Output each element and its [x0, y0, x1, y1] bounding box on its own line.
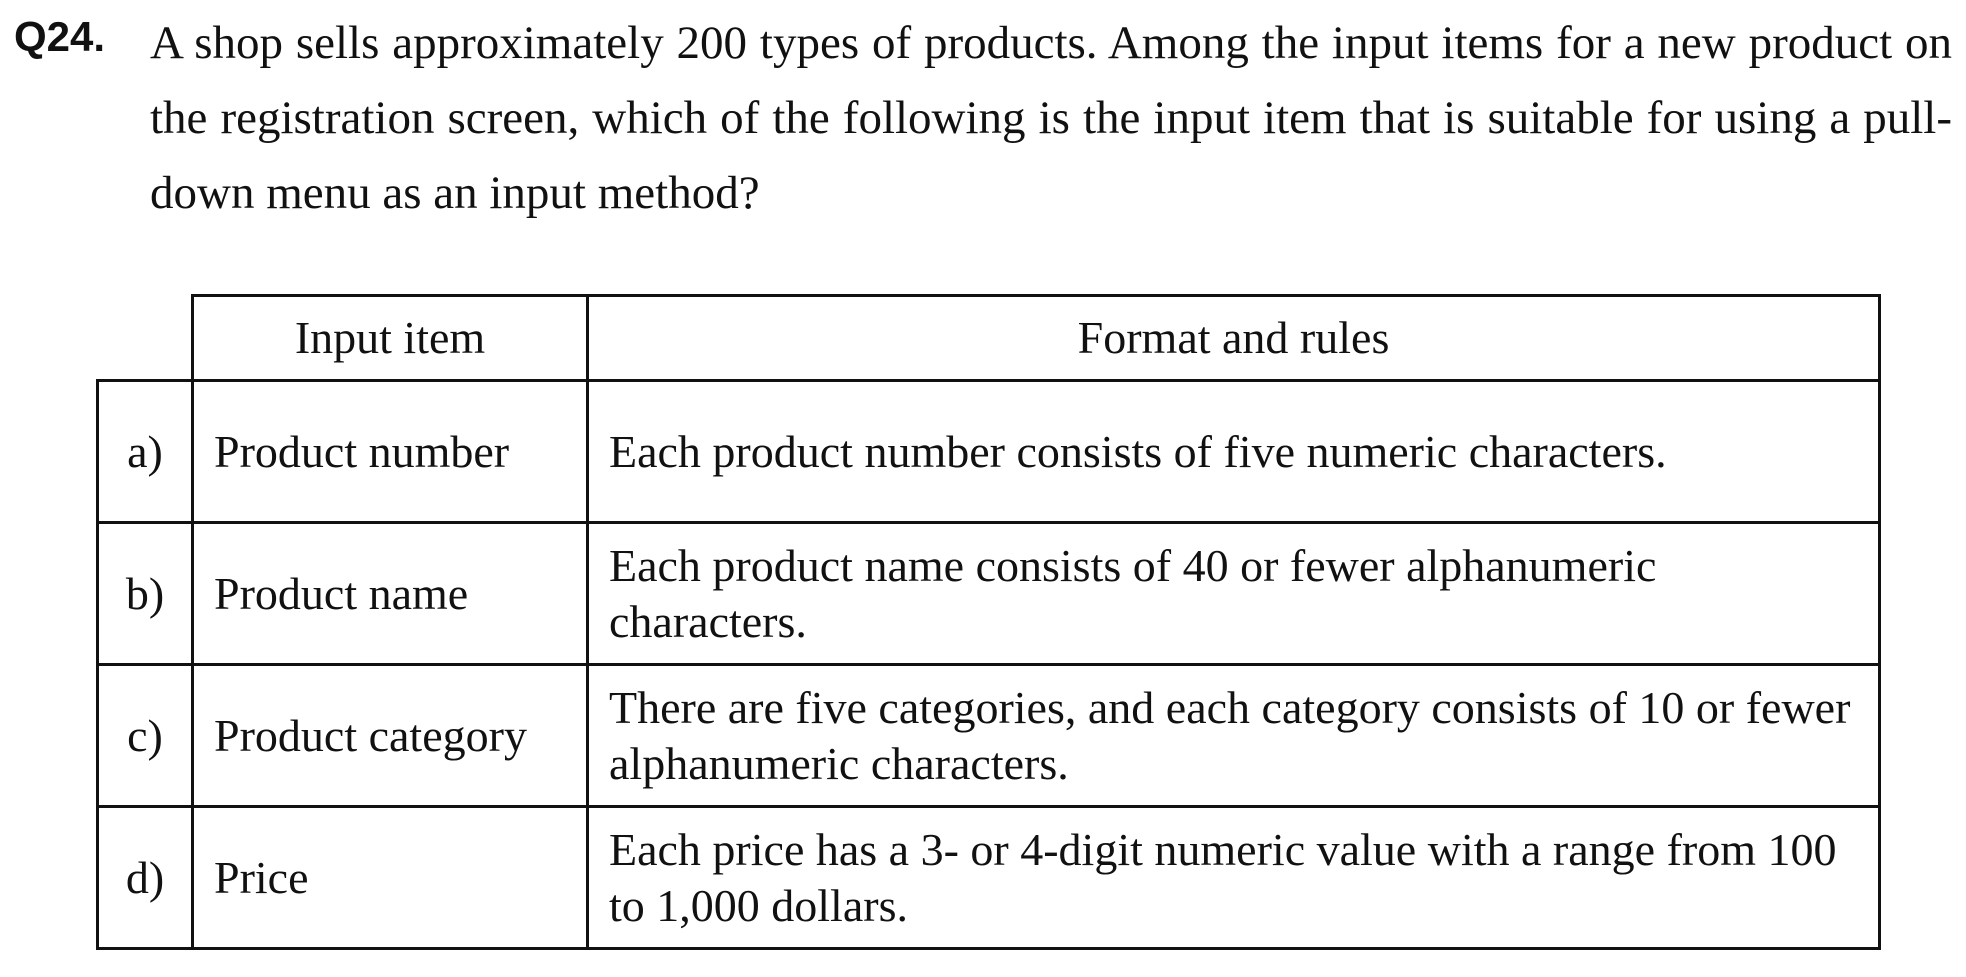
header-input-item: Input item	[191, 294, 589, 382]
input-item-cell: Price	[191, 805, 589, 950]
header-blank-cell	[97, 295, 194, 382]
format-rules-cell: Each product number consists of five num…	[586, 379, 1881, 524]
format-rules-cell: Each product name consists of 40 or fewe…	[586, 521, 1881, 666]
format-rules-cell: Each price has a 3- or 4-digit numeric v…	[586, 805, 1881, 950]
table-header-row: Input item Format and rules	[97, 294, 1881, 382]
input-item-cell: Product number	[191, 379, 589, 524]
option-letter: d)	[96, 805, 194, 950]
options-table-container: Input item Format and rules a) Product n…	[96, 294, 1881, 950]
input-item-cell: Product category	[191, 663, 589, 808]
question-text: A shop sells approximately 200 types of …	[150, 17, 1952, 219]
option-letter: c)	[96, 663, 194, 808]
format-rules-cell: There are five categories, and each cate…	[586, 663, 1881, 808]
options-table: Input item Format and rules a) Product n…	[96, 294, 1881, 950]
header-format-rules: Format and rules	[586, 294, 1881, 382]
table-row: c) Product category There are five categ…	[96, 663, 1881, 808]
table-row: a) Product number Each product number co…	[96, 379, 1881, 524]
table-row: d) Price Each price has a 3- or 4-digit …	[96, 805, 1881, 950]
option-letter: a)	[96, 379, 194, 524]
table-row: b) Product name Each product name consis…	[96, 521, 1881, 666]
option-letter: b)	[96, 521, 194, 666]
input-item-cell: Product name	[191, 521, 589, 666]
question-number: Q24.	[14, 13, 106, 60]
